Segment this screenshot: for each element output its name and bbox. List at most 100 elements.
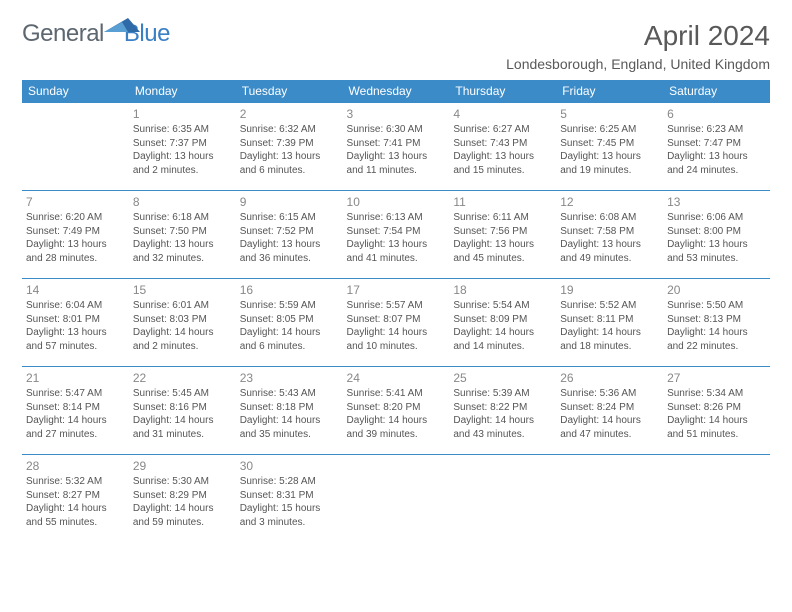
daylight-line: Daylight: 14 hours and 47 minutes. xyxy=(560,414,659,441)
sunset-line: Sunset: 7:39 PM xyxy=(240,137,339,151)
daylight-line: Daylight: 14 hours and 55 minutes. xyxy=(26,502,125,529)
daylight-line: Daylight: 13 hours and 2 minutes. xyxy=(133,150,232,177)
sunrise-line: Sunrise: 6:06 AM xyxy=(667,211,766,225)
sunrise-line: Sunrise: 5:34 AM xyxy=(667,387,766,401)
day-number: 24 xyxy=(347,370,446,386)
sunrise-line: Sunrise: 5:32 AM xyxy=(26,475,125,489)
calendar-day-cell: 1Sunrise: 6:35 AMSunset: 7:37 PMDaylight… xyxy=(129,103,236,191)
calendar-day-cell: 18Sunrise: 5:54 AMSunset: 8:09 PMDayligh… xyxy=(449,279,556,367)
calendar-day-cell: 16Sunrise: 5:59 AMSunset: 8:05 PMDayligh… xyxy=(236,279,343,367)
day-number: 27 xyxy=(667,370,766,386)
weekday-header: Monday xyxy=(129,80,236,103)
calendar-empty-cell xyxy=(449,455,556,543)
calendar-day-cell: 5Sunrise: 6:25 AMSunset: 7:45 PMDaylight… xyxy=(556,103,663,191)
calendar-empty-cell xyxy=(556,455,663,543)
sunset-line: Sunset: 8:20 PM xyxy=(347,401,446,415)
calendar-week-row: 21Sunrise: 5:47 AMSunset: 8:14 PMDayligh… xyxy=(22,367,770,455)
daylight-line: Daylight: 13 hours and 41 minutes. xyxy=(347,238,446,265)
day-number: 21 xyxy=(26,370,125,386)
calendar-day-cell: 24Sunrise: 5:41 AMSunset: 8:20 PMDayligh… xyxy=(343,367,450,455)
day-number: 23 xyxy=(240,370,339,386)
sunrise-line: Sunrise: 5:50 AM xyxy=(667,299,766,313)
sunset-line: Sunset: 8:13 PM xyxy=(667,313,766,327)
calendar-day-cell: 8Sunrise: 6:18 AMSunset: 7:50 PMDaylight… xyxy=(129,191,236,279)
sunset-line: Sunset: 8:18 PM xyxy=(240,401,339,415)
daylight-line: Daylight: 14 hours and 22 minutes. xyxy=(667,326,766,353)
location-text: Londesborough, England, United Kingdom xyxy=(506,56,770,72)
calendar-day-cell: 9Sunrise: 6:15 AMSunset: 7:52 PMDaylight… xyxy=(236,191,343,279)
sunrise-line: Sunrise: 5:30 AM xyxy=(133,475,232,489)
calendar-day-cell: 19Sunrise: 5:52 AMSunset: 8:11 PMDayligh… xyxy=(556,279,663,367)
day-number: 25 xyxy=(453,370,552,386)
sunset-line: Sunset: 7:58 PM xyxy=(560,225,659,239)
calendar-empty-cell xyxy=(343,455,450,543)
calendar-week-row: 7Sunrise: 6:20 AMSunset: 7:49 PMDaylight… xyxy=(22,191,770,279)
sunset-line: Sunset: 8:11 PM xyxy=(560,313,659,327)
daylight-line: Daylight: 14 hours and 39 minutes. xyxy=(347,414,446,441)
logo-triangle-icon xyxy=(104,16,140,34)
day-number: 20 xyxy=(667,282,766,298)
daylight-line: Daylight: 13 hours and 49 minutes. xyxy=(560,238,659,265)
daylight-line: Daylight: 14 hours and 51 minutes. xyxy=(667,414,766,441)
logo: General Blue xyxy=(22,20,170,48)
sunrise-line: Sunrise: 6:01 AM xyxy=(133,299,232,313)
calendar-day-cell: 20Sunrise: 5:50 AMSunset: 8:13 PMDayligh… xyxy=(663,279,770,367)
sunset-line: Sunset: 7:41 PM xyxy=(347,137,446,151)
sunrise-line: Sunrise: 6:25 AM xyxy=(560,123,659,137)
sunset-line: Sunset: 8:03 PM xyxy=(133,313,232,327)
daylight-line: Daylight: 13 hours and 28 minutes. xyxy=(26,238,125,265)
daylight-line: Daylight: 13 hours and 57 minutes. xyxy=(26,326,125,353)
day-number: 13 xyxy=(667,194,766,210)
day-number: 6 xyxy=(667,106,766,122)
daylight-line: Daylight: 14 hours and 6 minutes. xyxy=(240,326,339,353)
calendar-empty-cell xyxy=(663,455,770,543)
daylight-line: Daylight: 13 hours and 24 minutes. xyxy=(667,150,766,177)
day-number: 8 xyxy=(133,194,232,210)
day-number: 5 xyxy=(560,106,659,122)
sunrise-line: Sunrise: 6:30 AM xyxy=(347,123,446,137)
day-number: 16 xyxy=(240,282,339,298)
sunset-line: Sunset: 8:14 PM xyxy=(26,401,125,415)
sunset-line: Sunset: 7:52 PM xyxy=(240,225,339,239)
sunrise-line: Sunrise: 6:23 AM xyxy=(667,123,766,137)
calendar-week-row: 28Sunrise: 5:32 AMSunset: 8:27 PMDayligh… xyxy=(22,455,770,543)
day-number: 3 xyxy=(347,106,446,122)
sunset-line: Sunset: 8:24 PM xyxy=(560,401,659,415)
sunrise-line: Sunrise: 6:35 AM xyxy=(133,123,232,137)
calendar-day-cell: 17Sunrise: 5:57 AMSunset: 8:07 PMDayligh… xyxy=(343,279,450,367)
sunset-line: Sunset: 7:50 PM xyxy=(133,225,232,239)
daylight-line: Daylight: 13 hours and 36 minutes. xyxy=(240,238,339,265)
daylight-line: Daylight: 13 hours and 6 minutes. xyxy=(240,150,339,177)
calendar-day-cell: 4Sunrise: 6:27 AMSunset: 7:43 PMDaylight… xyxy=(449,103,556,191)
sunset-line: Sunset: 8:31 PM xyxy=(240,489,339,503)
month-title: April 2024 xyxy=(506,20,770,52)
sunrise-line: Sunrise: 6:20 AM xyxy=(26,211,125,225)
sunrise-line: Sunrise: 6:13 AM xyxy=(347,211,446,225)
day-number: 29 xyxy=(133,458,232,474)
day-number: 2 xyxy=(240,106,339,122)
sunrise-line: Sunrise: 5:45 AM xyxy=(133,387,232,401)
calendar-day-cell: 23Sunrise: 5:43 AMSunset: 8:18 PMDayligh… xyxy=(236,367,343,455)
sunset-line: Sunset: 7:37 PM xyxy=(133,137,232,151)
sunset-line: Sunset: 7:45 PM xyxy=(560,137,659,151)
sunset-line: Sunset: 7:43 PM xyxy=(453,137,552,151)
daylight-line: Daylight: 14 hours and 14 minutes. xyxy=(453,326,552,353)
calendar-day-cell: 14Sunrise: 6:04 AMSunset: 8:01 PMDayligh… xyxy=(22,279,129,367)
sunset-line: Sunset: 7:56 PM xyxy=(453,225,552,239)
sunset-line: Sunset: 8:05 PM xyxy=(240,313,339,327)
weekday-header: Wednesday xyxy=(343,80,450,103)
day-number: 18 xyxy=(453,282,552,298)
daylight-line: Daylight: 13 hours and 19 minutes. xyxy=(560,150,659,177)
sunset-line: Sunset: 8:27 PM xyxy=(26,489,125,503)
calendar-empty-cell xyxy=(22,103,129,191)
day-number: 12 xyxy=(560,194,659,210)
day-number: 15 xyxy=(133,282,232,298)
sunrise-line: Sunrise: 5:41 AM xyxy=(347,387,446,401)
sunset-line: Sunset: 8:22 PM xyxy=(453,401,552,415)
daylight-line: Daylight: 13 hours and 15 minutes. xyxy=(453,150,552,177)
daylight-line: Daylight: 14 hours and 43 minutes. xyxy=(453,414,552,441)
day-number: 10 xyxy=(347,194,446,210)
sunset-line: Sunset: 8:01 PM xyxy=(26,313,125,327)
calendar-week-row: 1Sunrise: 6:35 AMSunset: 7:37 PMDaylight… xyxy=(22,103,770,191)
calendar-day-cell: 7Sunrise: 6:20 AMSunset: 7:49 PMDaylight… xyxy=(22,191,129,279)
